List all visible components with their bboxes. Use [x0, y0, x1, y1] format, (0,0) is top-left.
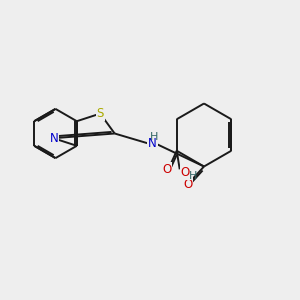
Text: H: H [189, 171, 197, 181]
Text: N: N [148, 137, 157, 150]
Text: O: O [181, 166, 190, 179]
Text: O: O [183, 178, 192, 191]
Text: N: N [50, 132, 58, 145]
Text: S: S [97, 107, 104, 120]
Text: H: H [149, 132, 158, 142]
Text: O: O [162, 163, 171, 176]
